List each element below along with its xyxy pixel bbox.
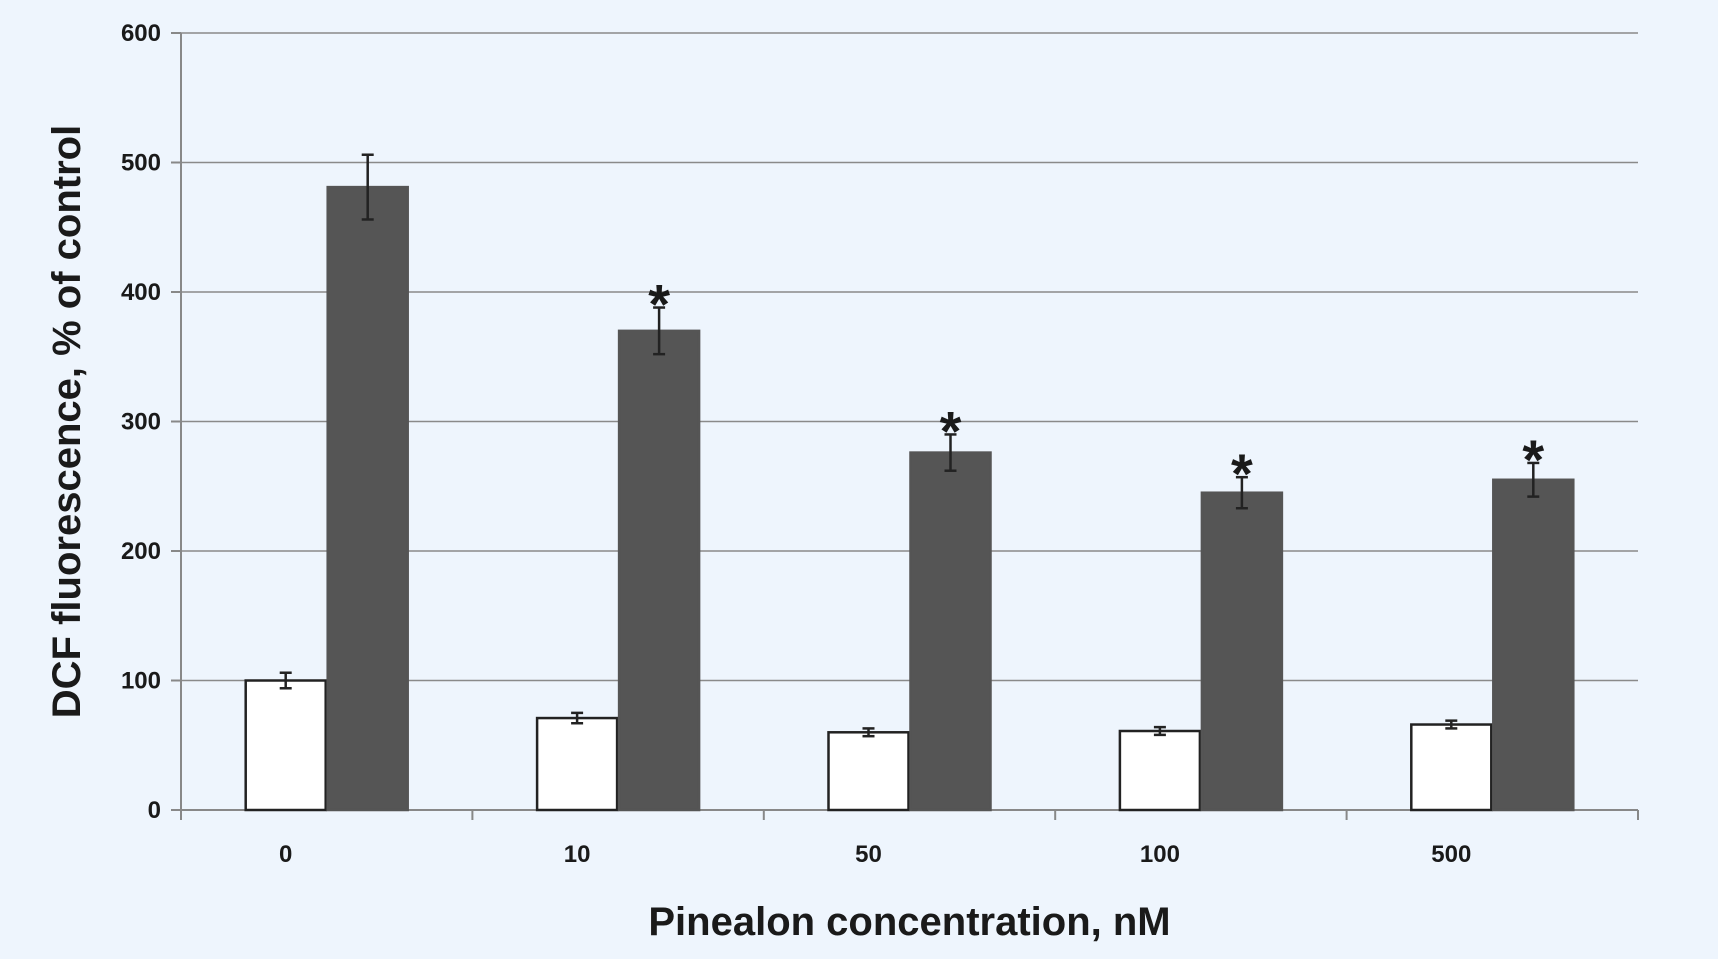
x-tick-label: 100	[1140, 841, 1180, 868]
x-tick-label: 0	[279, 841, 292, 868]
bars	[244, 185, 1575, 812]
bar-control-500	[1410, 723, 1493, 812]
y-tick-label: 0	[148, 797, 161, 824]
x-tick-label: 50	[855, 841, 882, 868]
significance-star: *	[940, 399, 962, 462]
significance-star: *	[1522, 428, 1544, 491]
y-tick-label: 500	[121, 150, 161, 177]
bar-treated-0	[326, 185, 409, 812]
y-axis-title: DCF fluorescence, % of control	[45, 125, 89, 718]
y-tick-label: 200	[121, 538, 161, 565]
y-tick-label: 300	[121, 409, 161, 436]
significance-star: *	[648, 273, 670, 336]
y-tick-label: 100	[121, 668, 161, 695]
bar-treated-10	[617, 329, 701, 812]
x-tick-label: 500	[1431, 841, 1471, 868]
y-tick-label: 400	[121, 279, 161, 306]
significance-markers: * * * *	[648, 273, 1544, 506]
bar-control-10	[535, 716, 619, 812]
x-tick-label: 10	[564, 841, 591, 868]
y-tick-labels: 0 100 200 300 400 500 600	[121, 20, 161, 824]
x-axis-title: Pinealon concentration, nM	[648, 900, 1170, 944]
bar-control-100	[1118, 729, 1202, 812]
bar-treated-100	[1200, 491, 1284, 812]
error-bars	[279, 153, 1540, 738]
bar-control-0	[244, 679, 327, 812]
bar-treated-50	[909, 451, 992, 812]
bar-control-50	[827, 731, 910, 812]
x-tick-labels: 0 10 50 100 500	[279, 841, 1471, 868]
gridlines	[171, 32, 1639, 820]
y-tick-label: 600	[121, 20, 161, 47]
bar-treated-500	[1492, 478, 1575, 812]
significance-star: *	[1231, 442, 1253, 505]
